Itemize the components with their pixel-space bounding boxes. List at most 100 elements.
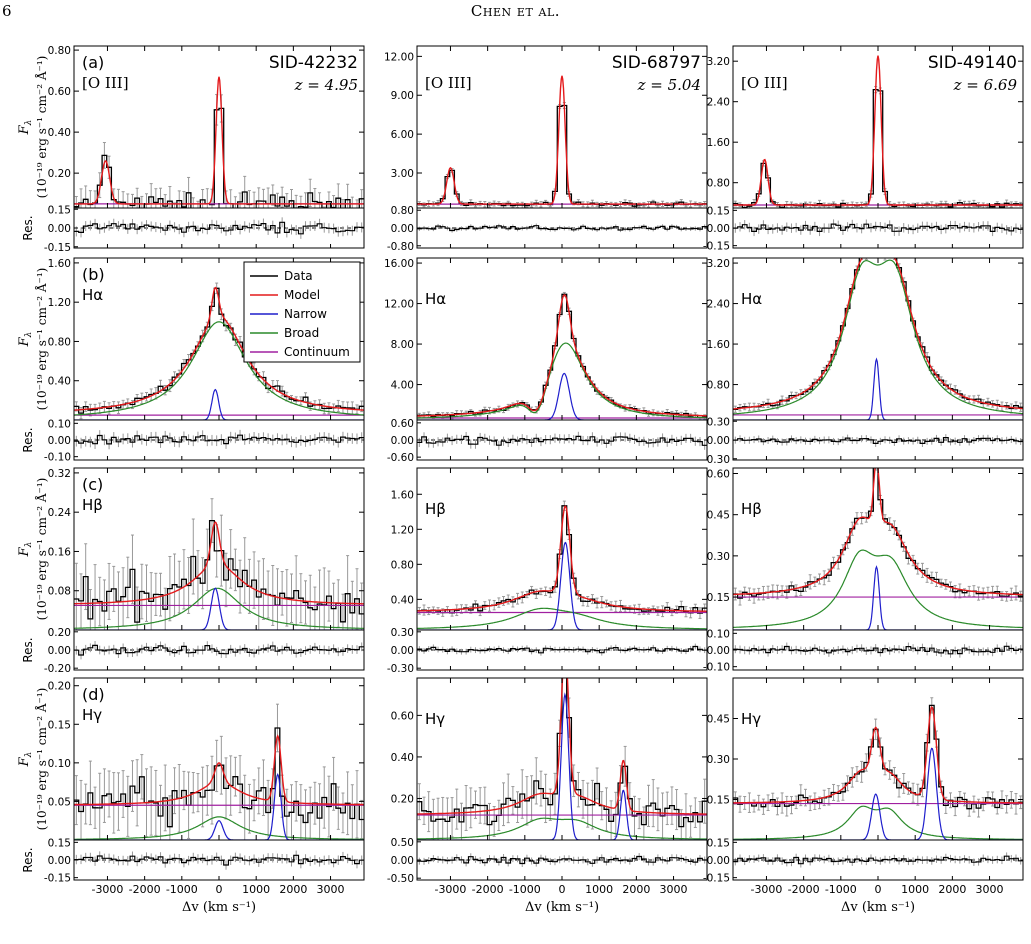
data-series bbox=[417, 293, 707, 419]
x-tick-label: -3000 bbox=[91, 883, 123, 896]
narrow-series bbox=[74, 587, 364, 630]
model-series bbox=[733, 706, 1023, 804]
residual-plot-area bbox=[417, 853, 707, 867]
y-tick-label: 0.45 bbox=[707, 714, 730, 726]
y-tick-label: 0.20 bbox=[48, 168, 71, 180]
res-y-tick-label: 0.00 bbox=[707, 223, 730, 235]
model-series bbox=[74, 734, 364, 806]
y-tick-label: 0.40 bbox=[48, 127, 71, 139]
main-plot-area bbox=[74, 498, 364, 630]
x-tick-label: 0 bbox=[216, 883, 223, 896]
legend-label-broad: Broad bbox=[284, 326, 319, 340]
narrow-series bbox=[733, 747, 1023, 840]
x-tick-label: 3000 bbox=[660, 883, 688, 896]
y-tick-label: 0.08 bbox=[48, 586, 71, 598]
object-id: SID-68797 bbox=[612, 53, 701, 73]
y-tick-label: 0.15 bbox=[48, 719, 71, 731]
line-label: Hα bbox=[425, 290, 446, 308]
x-tick-label: 2000 bbox=[622, 883, 650, 896]
broad-series bbox=[733, 549, 1023, 629]
broad-series bbox=[74, 321, 364, 416]
main-frame bbox=[732, 677, 1024, 841]
broad-series bbox=[733, 805, 1023, 840]
y-tick-label: 0.40 bbox=[391, 752, 414, 764]
y-tick-label: 9.00 bbox=[391, 90, 414, 102]
y-axis-label-units: (10⁻¹⁹ erg s⁻¹ cm⁻² Å⁻¹) bbox=[34, 478, 49, 621]
x-tick-label: 3000 bbox=[976, 883, 1004, 896]
main-frame bbox=[73, 677, 365, 841]
res-y-tick-label: 0.50 bbox=[391, 837, 414, 849]
line-label: [O III] bbox=[82, 74, 129, 92]
running-head: Chen et al. bbox=[470, 2, 561, 20]
x-tick-label: 3000 bbox=[317, 883, 345, 896]
model-series bbox=[417, 505, 707, 612]
model-series bbox=[74, 286, 364, 411]
res-y-tick-label: 0.20 bbox=[48, 627, 71, 639]
residual-plot-area bbox=[417, 223, 707, 233]
residual-plot-area bbox=[733, 642, 1023, 658]
main-plot-area bbox=[417, 291, 707, 420]
line-label: Hβ bbox=[741, 500, 762, 518]
line-label: Hγ bbox=[425, 710, 445, 728]
model-series bbox=[733, 55, 1023, 206]
res-y-tick-label: -0.60 bbox=[387, 452, 414, 464]
x-tick-label: -3000 bbox=[750, 883, 782, 896]
res-y-tick-label: 0.00 bbox=[391, 435, 414, 447]
y-axis-label-units: (10⁻¹⁹ erg s⁻¹ cm⁻² Å⁻¹) bbox=[34, 56, 49, 199]
residual-axis-label: Res. bbox=[21, 847, 35, 872]
res-y-tick-label: -0.15 bbox=[44, 873, 71, 885]
res-y-tick-label: 0.15 bbox=[707, 837, 730, 849]
panel-0-2: 0.80 1.60 2.40 3.20 0.15 0.00 -0.15 [O III] SID-… bbox=[703, 45, 1024, 253]
res-y-tick-label: 0.00 bbox=[707, 645, 730, 657]
x-tick-label: -1000 bbox=[166, 883, 198, 896]
main-plot-area bbox=[74, 703, 364, 840]
y-tick-label: 0.32 bbox=[48, 468, 71, 480]
residual-series bbox=[733, 645, 1023, 655]
y-tick-label: 0.45 bbox=[707, 510, 730, 522]
y-tick-label: 0.80 bbox=[48, 336, 71, 348]
panel-letter: (c) bbox=[82, 475, 103, 494]
residual-series bbox=[74, 854, 364, 866]
broad-series bbox=[417, 342, 707, 419]
y-tick-label: 12.00 bbox=[384, 299, 414, 311]
line-label: Hα bbox=[741, 290, 762, 308]
y-tick-label: 6.00 bbox=[391, 129, 414, 141]
y-tick-label: 8.00 bbox=[391, 339, 414, 351]
panel-2-1: 0.40 0.80 1.20 1.60 0.30 0.00 -0.30 Hβ bbox=[387, 467, 708, 675]
residual-plot-area bbox=[733, 434, 1023, 447]
main-plot-area bbox=[74, 282, 364, 420]
y-axis-label-symbol: Fλ bbox=[17, 542, 34, 558]
residual-series bbox=[74, 221, 364, 235]
y-axis-label-subscript: λ bbox=[24, 120, 34, 127]
res-y-tick-label: -0.15 bbox=[44, 242, 71, 254]
res-y-tick-label: -0.10 bbox=[703, 662, 730, 674]
residual-axis-label: Res. bbox=[21, 637, 35, 662]
residual-plot-area bbox=[74, 640, 364, 660]
y-axis-label-symbol: Fλ bbox=[17, 752, 34, 768]
panel-3-1: -3000 -2000 -1000 0 1000 2000 3000 0.20 0.40 0.60… bbox=[387, 677, 708, 915]
res-y-tick-label: -0.10 bbox=[44, 452, 71, 464]
redshift: z = 6.69 bbox=[953, 76, 1018, 94]
line-label: Hγ bbox=[82, 706, 102, 724]
residual-plot-area bbox=[74, 850, 364, 870]
x-tick-label: 0 bbox=[559, 883, 566, 896]
res-y-tick-label: -0.30 bbox=[387, 663, 414, 675]
y-tick-label: 0.15 bbox=[707, 795, 730, 807]
legend-label-narrow: Narrow bbox=[284, 307, 327, 321]
legend-label-continuum: Continuum bbox=[284, 345, 350, 359]
narrow-series bbox=[417, 541, 707, 630]
data-series bbox=[74, 107, 364, 208]
narrow-series bbox=[417, 692, 707, 840]
y-axis-label-symbol: Fλ bbox=[17, 332, 34, 348]
data-series bbox=[733, 88, 1023, 208]
res-y-tick-label: 0.30 bbox=[707, 416, 730, 428]
x-tick-label: -1000 bbox=[509, 883, 541, 896]
y-tick-label: 1.60 bbox=[707, 137, 730, 149]
line-label: [O III] bbox=[425, 74, 472, 92]
y-tick-label: 0.40 bbox=[48, 376, 71, 388]
y-tick-label: 0.80 bbox=[48, 45, 71, 57]
res-y-tick-label: -0.30 bbox=[703, 454, 730, 466]
res-y-tick-label: 0.00 bbox=[707, 435, 730, 447]
res-y-tick-label: 0.15 bbox=[707, 205, 730, 217]
